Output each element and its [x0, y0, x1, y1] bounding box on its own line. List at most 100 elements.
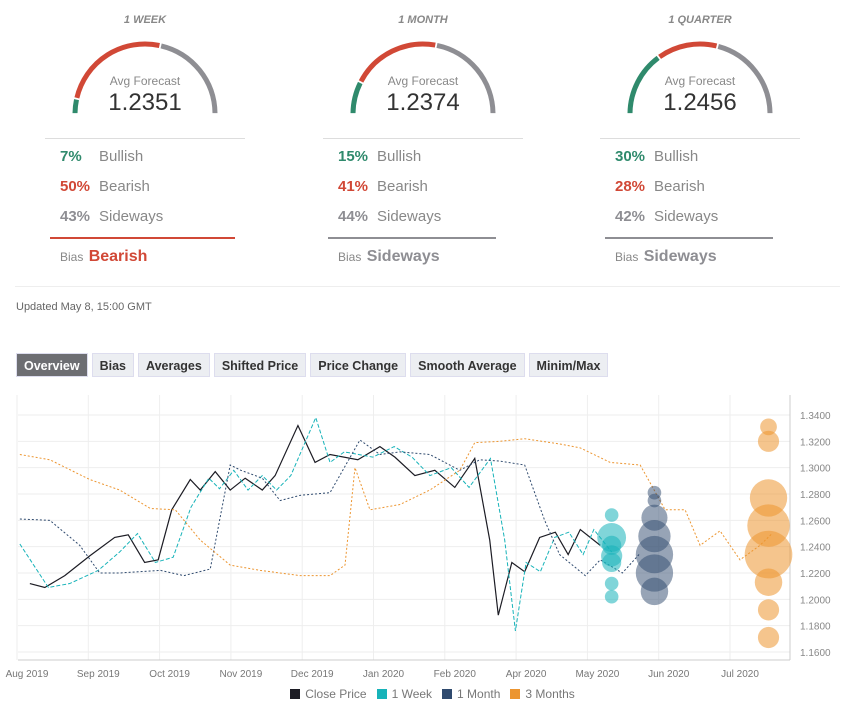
avg-forecast-label: Avg Forecast [109, 74, 181, 88]
bias: Bias Sideways [615, 248, 717, 266]
forecast-panel-0: 1 WEEK Avg Forecast 1.2351 7% Bullish 50%… [15, 0, 275, 280]
forecast-bubble-week [604, 576, 619, 591]
panel-title: 1 WEEK [123, 14, 167, 26]
forecast-panel-2: 1 QUARTER Avg Forecast 1.2456 30% Bullish… [570, 0, 830, 280]
forecast-bubble-week [602, 552, 622, 573]
bias-value: Sideways [643, 248, 717, 265]
bearish-pct: 28% [615, 178, 646, 195]
y-tick-label: 1.3400 [800, 411, 831, 422]
series-line-month [19, 439, 641, 577]
forecast-bubble-quarter [744, 530, 793, 579]
bias: Bias Sideways [338, 248, 440, 266]
bias: Bias Bearish [60, 248, 147, 266]
tab-overview[interactable]: Overview [16, 353, 88, 377]
bias-label: Bias [338, 250, 362, 264]
gauge-bullish-segment [627, 55, 660, 114]
forecast-bubble-quarter [757, 430, 780, 452]
gauge-sideways-segment [717, 44, 773, 114]
legend-label: 1 Month [457, 687, 501, 701]
legend-item-month[interactable]: 1 Month [442, 687, 500, 701]
forecast-chart: 1.3400 1.3200 1.3000 1.2800 1.2600 1.2400 1.22… [6, 395, 831, 680]
x-tick-label: May 2020 [575, 669, 619, 680]
bearish-row: 28% Bearish [615, 178, 705, 195]
bias-label: Bias [60, 250, 84, 264]
forecast-panel-1: 1 MONTH Avg Forecast 1.2374 15% Bullish 4… [293, 0, 553, 280]
tab-minim-max[interactable]: Minim/Max [528, 353, 609, 377]
avg-forecast-label: Avg Forecast [387, 74, 459, 88]
bias-underline [328, 237, 496, 239]
forecast-bubble-month [640, 577, 669, 606]
bullish-label: Bullish [654, 148, 699, 165]
legend-swatch [442, 689, 453, 699]
series-line-close [29, 424, 601, 616]
sideways-label: Sideways [377, 208, 442, 225]
x-tick-label: Dec 2019 [291, 669, 334, 680]
bearish-row: 50% Bearish [60, 178, 150, 195]
divider [600, 138, 800, 139]
series-line-week [19, 416, 613, 632]
bullish-row: 7% Bullish [60, 148, 143, 165]
bearish-row: 41% Bearish [338, 178, 428, 195]
forecast-gauge [350, 41, 496, 114]
x-tick-label: Feb 2020 [434, 669, 477, 680]
bullish-row: 30% Bullish [615, 148, 698, 165]
x-tick-label: Jun 2020 [648, 669, 690, 680]
forecast-bubble-quarter [754, 568, 783, 596]
bullish-label: Bullish [99, 148, 144, 165]
gauge-bearish-segment [658, 41, 718, 59]
sideways-row: 43% Sideways [60, 208, 163, 225]
y-tick-label: 1.2000 [800, 595, 831, 606]
legend-swatch [376, 689, 387, 699]
y-tick-label: 1.2400 [800, 543, 831, 554]
bias-label: Bias [615, 250, 639, 264]
bearish-label: Bearish [99, 178, 150, 195]
gauge-bearish-segment [74, 41, 160, 99]
avg-forecast-value: 1.2456 [663, 89, 737, 116]
legend-item-week[interactable]: 1 Week [376, 687, 433, 701]
tab-shifted-price[interactable]: Shifted Price [213, 353, 307, 377]
sideways-label: Sideways [654, 208, 719, 225]
forecast-bubble-month [647, 493, 662, 508]
x-tick-label: Apr 2020 [506, 669, 547, 680]
legend-item-close[interactable]: Close Price [290, 687, 367, 701]
forecast-gauge [72, 41, 218, 114]
sideways-row: 44% Sideways [338, 208, 441, 225]
legend-item-quarter[interactable]: 3 Months [510, 687, 575, 701]
x-tick-label: Jul 2020 [721, 669, 759, 680]
bullish-pct: 7% [60, 148, 82, 165]
bearish-pct: 41% [338, 178, 369, 195]
bias-underline [50, 237, 235, 239]
tab-averages[interactable]: Averages [138, 353, 210, 377]
tab-bias[interactable]: Bias [91, 353, 134, 377]
sideways-pct: 44% [338, 208, 369, 225]
gauge-sideways-segment [436, 42, 496, 114]
y-tick-label: 1.2800 [800, 490, 831, 501]
legend-label: Close Price [305, 687, 367, 701]
bullish-pct: 15% [338, 148, 369, 165]
legend-swatch [290, 689, 301, 699]
forecast-bubble-quarter [757, 599, 780, 621]
legend-label: 3 Months [525, 687, 575, 701]
y-tick-label: 1.3200 [800, 437, 831, 448]
gauge-bullish-segment [350, 81, 363, 114]
gauge-sideways-segment [160, 43, 218, 114]
divider [323, 138, 523, 139]
y-tick-label: 1.3000 [800, 464, 831, 475]
panel-title: 1 QUARTER [668, 14, 732, 26]
avg-forecast-value: 1.2351 [108, 89, 182, 116]
x-tick-label: Aug 2019 [6, 669, 49, 680]
divider [15, 286, 840, 287]
legend-label: 1 Week [391, 687, 433, 701]
avg-forecast-label: Avg Forecast [664, 74, 736, 88]
bias-value: Bearish [88, 248, 148, 265]
tab-smooth-average[interactable]: Smooth Average [410, 353, 525, 377]
bias-underline [605, 237, 773, 239]
forecast-bubble-quarter [757, 626, 780, 649]
y-tick-label: 1.2200 [800, 569, 831, 580]
tab-price-change[interactable]: Price Change [310, 353, 407, 377]
legend-swatch [510, 689, 521, 699]
bearish-label: Bearish [377, 178, 428, 195]
forecast-bubble-week [604, 508, 619, 522]
bullish-label: Bullish [377, 148, 422, 165]
sideways-row: 42% Sideways [615, 208, 718, 225]
